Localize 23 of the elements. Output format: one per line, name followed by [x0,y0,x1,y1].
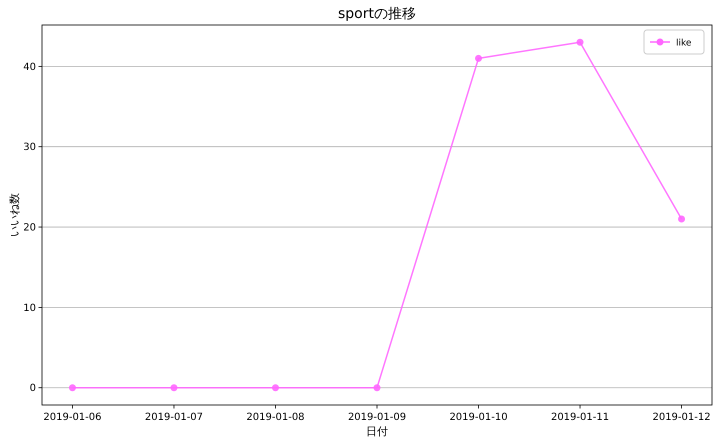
x-tick-label: 2019-01-06 [43,412,102,423]
point [272,384,279,392]
x-axis-title: 日付 [366,425,388,438]
legend-label: like [676,38,692,48]
point [68,384,76,392]
point [475,54,482,62]
point [576,38,584,46]
y-axis-title: いいね数 [8,193,21,237]
y-tick-label: 40 [23,62,36,73]
y-tick-label: 10 [23,302,36,314]
x-tick-label: 2019-01-08 [246,412,305,423]
y-tick-label: 30 [23,142,36,154]
y-tick-label: 20 [23,222,36,234]
x-tick-label: 2019-01-11 [550,412,610,423]
point [374,384,380,392]
x-tick-label: 2019-01-12 [652,412,711,423]
y-tick-label: 0 [30,383,36,394]
point [170,384,178,392]
x-tick-label: 2019-01-10 [449,412,508,423]
chart-title: sportの推移 [338,6,416,22]
point [678,216,686,223]
x-tick-label: 2019-01-09 [348,412,406,423]
x-tick-label: 2019-01-07 [144,412,204,423]
